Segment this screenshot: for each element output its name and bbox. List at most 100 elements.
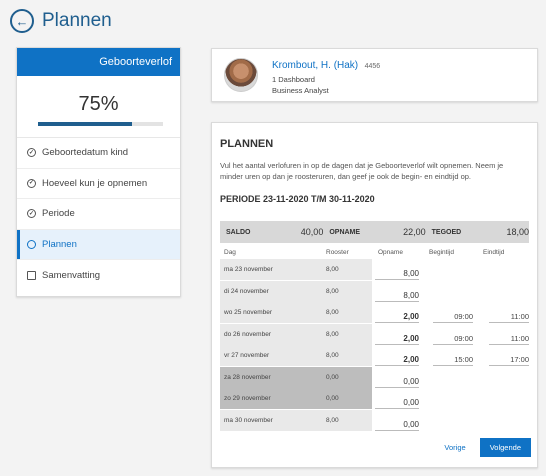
day-cell: vr 27 november bbox=[220, 345, 322, 366]
day-cell: ma 30 november bbox=[220, 409, 322, 431]
day-cell: di 24 november bbox=[220, 280, 322, 302]
begintijd-input[interactable] bbox=[423, 388, 473, 409]
eindtijd-input[interactable] bbox=[473, 281, 529, 302]
profile-card: Krombout, H. (Hak) 4456 1 Dashboard Busi… bbox=[211, 48, 538, 102]
circle-icon bbox=[27, 239, 36, 249]
step-label: Geboortedatum kind bbox=[42, 147, 129, 159]
rooster-cell: 8,00 bbox=[322, 323, 372, 345]
opname-input[interactable]: 8,00 bbox=[372, 281, 423, 302]
opname-input[interactable]: 2,00 bbox=[372, 345, 423, 366]
step-label: Plannen bbox=[42, 238, 77, 250]
opname-value: 0,00 bbox=[375, 377, 419, 388]
tegoed-label: TEGOED bbox=[431, 228, 462, 236]
opname-value: 0,00 bbox=[375, 398, 419, 409]
back-arrow-icon[interactable]: ← bbox=[10, 9, 34, 33]
section-title: PLANNEN bbox=[220, 138, 274, 150]
step-plannen[interactable]: Plannen bbox=[17, 229, 180, 260]
profile-role: Business Analyst bbox=[272, 86, 329, 95]
page-title: Plannen bbox=[42, 10, 112, 31]
begintijd-input[interactable] bbox=[423, 410, 473, 431]
day-cell: wo 25 november bbox=[220, 302, 322, 323]
next-button[interactable]: Volgende bbox=[479, 438, 531, 457]
begintijd-input[interactable]: 09:00 bbox=[423, 324, 473, 345]
rooster-cell: 0,00 bbox=[322, 388, 372, 409]
table-row: ma 23 november 8,00 8,00 bbox=[220, 259, 529, 280]
opname-input[interactable]: 2,00 bbox=[372, 302, 423, 323]
step-list: ✓ Geboortedatum kind ✓ Hoeveel kun je op… bbox=[17, 137, 180, 291]
square-icon bbox=[27, 270, 36, 280]
opname-label: OPNAME bbox=[329, 228, 361, 236]
eindtijd-value: 11:00 bbox=[489, 334, 529, 345]
table-header: Dag Rooster Opname Begintijd Eindtijd bbox=[220, 249, 529, 259]
opname-input[interactable]: 0,00 bbox=[372, 410, 423, 431]
table-row: za 28 november 0,00 0,00 bbox=[220, 366, 529, 388]
check-circle-icon: ✓ bbox=[27, 209, 36, 219]
begintijd-input[interactable]: 15:00 bbox=[423, 345, 473, 366]
opname-input[interactable]: 0,00 bbox=[372, 367, 423, 388]
day-cell: za 28 november bbox=[220, 366, 322, 388]
eindtijd-input[interactable] bbox=[473, 367, 529, 388]
progress-percentage: 75% bbox=[78, 93, 119, 115]
opname-value: 0,00 bbox=[375, 420, 419, 431]
day-cell: ma 23 november bbox=[220, 259, 322, 280]
table-row: vr 27 november 8,00 2,00 15:00 17:00 bbox=[220, 345, 529, 366]
begintijd-value: 09:00 bbox=[433, 334, 473, 345]
begintijd-input[interactable]: 09:00 bbox=[423, 302, 473, 323]
column-opname: Opname bbox=[378, 249, 403, 256]
begintijd-input[interactable] bbox=[423, 281, 473, 302]
eindtijd-input[interactable] bbox=[473, 259, 529, 280]
avatar bbox=[224, 58, 258, 92]
rooster-cell: 8,00 bbox=[322, 345, 372, 366]
rooster-cell: 8,00 bbox=[322, 302, 372, 323]
check-circle-icon: ✓ bbox=[27, 178, 36, 188]
rooster-cell: 0,00 bbox=[322, 366, 372, 388]
eindtijd-input[interactable]: 11:00 bbox=[473, 324, 529, 345]
intro-text: Vul het aantal verlofuren in op de dagen… bbox=[220, 161, 504, 181]
period-heading: PERIODE 23-11-2020 T/M 30-11-2020 bbox=[220, 194, 375, 204]
step-geboortedatum-kind[interactable]: ✓ Geboortedatum kind bbox=[17, 138, 180, 169]
wizard-footer: Vorige Volgende bbox=[444, 438, 531, 457]
profile-id: 4456 bbox=[364, 63, 381, 70]
begintijd-value: 09:00 bbox=[433, 312, 473, 323]
previous-button[interactable]: Vorige bbox=[444, 443, 466, 452]
eindtijd-input[interactable] bbox=[473, 388, 529, 409]
progress-bar bbox=[38, 122, 163, 126]
eindtijd-input[interactable]: 11:00 bbox=[473, 302, 529, 323]
opname-input[interactable]: 8,00 bbox=[372, 259, 423, 280]
opname-input[interactable]: 0,00 bbox=[372, 388, 423, 409]
profile-name-link[interactable]: Krombout, H. (Hak) bbox=[272, 60, 359, 71]
step-hoeveel-kun-je-opnemen[interactable]: ✓ Hoeveel kun je opnemen bbox=[17, 169, 180, 199]
day-cell: zo 29 november bbox=[220, 388, 322, 409]
table-row: ma 30 november 8,00 0,00 bbox=[220, 409, 529, 431]
step-samenvatting[interactable]: Samenvatting bbox=[17, 260, 180, 291]
opname-value: 22,00 bbox=[403, 227, 426, 237]
column-dag: Dag bbox=[224, 249, 236, 256]
table-row: zo 29 november 0,00 0,00 bbox=[220, 388, 529, 409]
check-circle-icon: ✓ bbox=[27, 148, 36, 158]
rooster-cell: 8,00 bbox=[322, 409, 372, 431]
sidebar-title: Geboorteverlof bbox=[17, 48, 180, 76]
progress-fill bbox=[38, 122, 132, 126]
eindtijd-input[interactable] bbox=[473, 410, 529, 431]
planning-panel: PLANNEN Vul het aantal verlofuren in op … bbox=[211, 122, 538, 468]
eindtijd-value: 17:00 bbox=[489, 355, 529, 366]
summary-bar: SALDO 40,00 OPNAME 22,00 TEGOED 18,00 bbox=[220, 221, 529, 243]
column-eindtijd: Eindtijd bbox=[483, 249, 505, 256]
opname-value: 8,00 bbox=[375, 291, 419, 302]
day-cell: do 26 november bbox=[220, 323, 322, 345]
rooster-cell: 8,00 bbox=[322, 280, 372, 302]
step-periode[interactable]: ✓ Periode bbox=[17, 199, 180, 230]
eindtijd-value: 11:00 bbox=[489, 312, 529, 323]
begintijd-value: 15:00 bbox=[433, 355, 473, 366]
eindtijd-input[interactable]: 17:00 bbox=[473, 345, 529, 366]
opname-value: 2,00 bbox=[375, 334, 419, 345]
opname-input[interactable]: 2,00 bbox=[372, 324, 423, 345]
table-row: di 24 november 8,00 8,00 bbox=[220, 280, 529, 302]
begintijd-input[interactable] bbox=[423, 367, 473, 388]
step-label: Hoeveel kun je opnemen bbox=[42, 177, 148, 189]
column-rooster: Rooster bbox=[326, 249, 349, 256]
profile-department: 1 Dashboard bbox=[272, 75, 315, 84]
saldo-value: 40,00 bbox=[300, 227, 324, 237]
begintijd-input[interactable] bbox=[423, 259, 473, 280]
rooster-cell: 8,00 bbox=[322, 259, 372, 280]
